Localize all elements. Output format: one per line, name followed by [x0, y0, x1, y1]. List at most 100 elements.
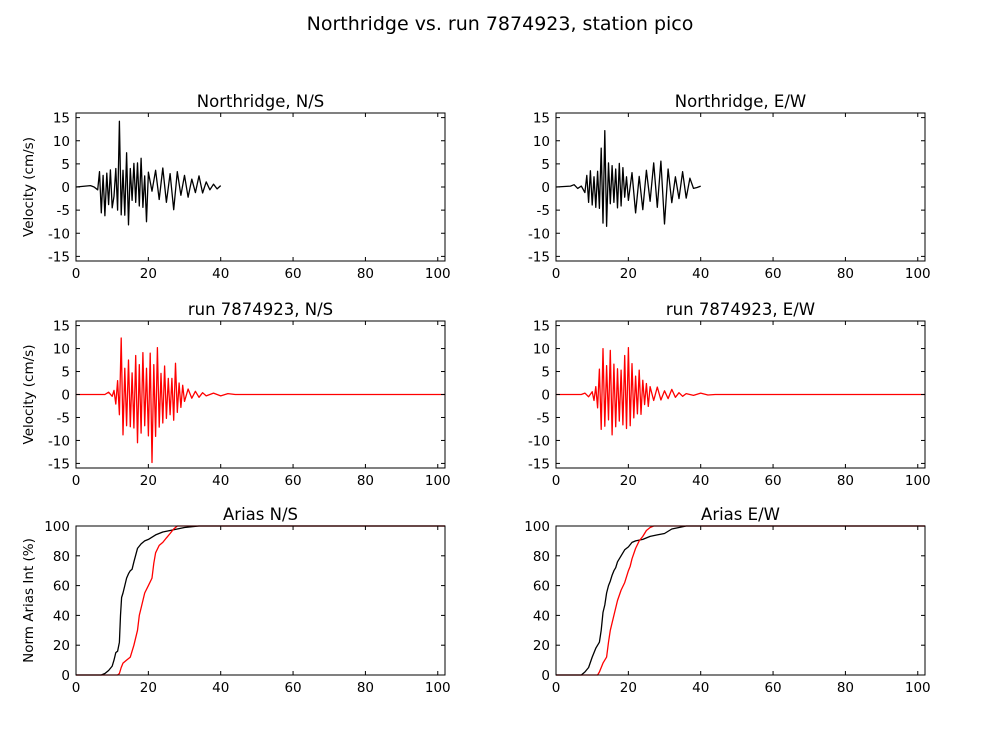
- x-tick-label: 0: [72, 266, 81, 282]
- y-tick-label: 40: [53, 608, 70, 624]
- y-tick-label: 15: [533, 111, 550, 127]
- x-tick-label: 20: [140, 473, 157, 489]
- x-tick-label: 40: [212, 473, 229, 489]
- y-tick-label: 20: [533, 638, 550, 654]
- y-tick-label: 60: [533, 579, 550, 595]
- subplot-4: 0 20 40 60 80 100 15 10 5 0 -5 -10 -15 run 7874923, E…: [528, 300, 931, 489]
- y-tick-label: 10: [533, 134, 550, 150]
- x-tick-label: 80: [357, 266, 374, 282]
- y-tick-label: 60: [53, 579, 70, 595]
- y-tick-label: -5: [57, 203, 70, 219]
- series-line-1: [556, 525, 925, 676]
- x-tick-label: 20: [140, 266, 157, 282]
- x-tick-label: 0: [552, 680, 561, 696]
- y-tick-label: -5: [57, 410, 70, 426]
- y-tick-label: 5: [61, 365, 70, 381]
- y-tick-label: 100: [524, 519, 550, 535]
- series-line-1: [556, 346, 925, 436]
- y-tick-label: 80: [53, 549, 70, 565]
- y-tick-label: -5: [537, 203, 550, 219]
- y-tick-label: -15: [48, 249, 70, 265]
- x-tick-label: 20: [620, 680, 637, 696]
- x-tick-label: 0: [552, 473, 561, 489]
- y-tick-label: 10: [53, 134, 70, 150]
- x-tick-label: 60: [284, 266, 301, 282]
- subplot-title: Arias E/W: [701, 505, 780, 524]
- x-tick-label: 80: [837, 266, 854, 282]
- y-tick-label: 15: [53, 111, 70, 127]
- x-tick-label: 0: [72, 680, 81, 696]
- x-tick-label: 40: [212, 680, 229, 696]
- series-line-1: [76, 525, 445, 676]
- y-axis-label: Velocity (cm/s): [21, 345, 37, 445]
- x-tick-label: 0: [552, 266, 561, 282]
- x-tick-label: 100: [425, 473, 451, 489]
- subplot-5: 0 20 40 60 80 100 100 80 60 40 20 0 Arias N/S Norm Ar…: [21, 505, 451, 696]
- y-tick-label: 5: [541, 157, 550, 173]
- x-tick-label: 40: [692, 266, 709, 282]
- subplot-3: 0 20 40 60 80 100 15 10 5 0 -5 -10 -15 run 7874923, N…: [21, 300, 451, 489]
- subplot-title: Northridge, E/W: [675, 92, 806, 111]
- subplot-1: 0 20 40 60 80 100 15 10 5 0 -5 -10 -15 Northridge, N/…: [21, 92, 451, 282]
- x-tick-label: 40: [212, 266, 229, 282]
- x-tick-label: 20: [620, 473, 637, 489]
- y-tick-label: -15: [528, 456, 550, 472]
- y-tick-label: 15: [53, 319, 70, 335]
- y-tick-label: -10: [528, 226, 550, 242]
- y-tick-label: 40: [533, 608, 550, 624]
- y-tick-label: 10: [533, 342, 550, 358]
- x-tick-label: 40: [692, 473, 709, 489]
- subplot-title: Northridge, N/S: [197, 92, 324, 111]
- y-tick-label: 20: [53, 638, 70, 654]
- y-tick-label: 0: [541, 388, 550, 404]
- x-tick-label: 100: [425, 266, 451, 282]
- series-line-1: [75, 120, 222, 226]
- x-tick-label: 60: [284, 473, 301, 489]
- y-tick-label: 0: [61, 388, 70, 404]
- y-tick-label: -15: [528, 249, 550, 265]
- series-line-1: [555, 129, 701, 227]
- axes-frame: [555, 525, 926, 676]
- subplot-title: run 7874923, N/S: [188, 300, 333, 319]
- y-axis-label: Norm Arias Int (%): [21, 538, 37, 663]
- y-tick-label: 0: [541, 180, 550, 196]
- x-tick-label: 40: [692, 680, 709, 696]
- y-tick-label: 80: [533, 549, 550, 565]
- x-tick-label: 80: [837, 473, 854, 489]
- y-tick-label: 5: [61, 157, 70, 173]
- y-tick-label: 100: [44, 519, 70, 535]
- x-tick-label: 60: [764, 473, 781, 489]
- y-tick-label: 5: [541, 365, 550, 381]
- y-tick-label: 0: [61, 180, 70, 196]
- x-tick-label: 100: [425, 680, 451, 696]
- subplot-6: 0 20 40 60 80 100 100 80 60 40 20 0 Arias E/W: [524, 505, 930, 696]
- y-tick-label: -15: [48, 456, 70, 472]
- subplot-2: 0 20 40 60 80 100 15 10 5 0 -5 -10 -15 Northridge, E/…: [528, 92, 931, 282]
- x-tick-label: 80: [357, 680, 374, 696]
- subplot-title: Arias N/S: [223, 505, 298, 524]
- x-tick-label: 20: [620, 266, 637, 282]
- x-tick-label: 80: [837, 680, 854, 696]
- y-tick-label: 0: [61, 668, 70, 684]
- y-tick-label: 15: [533, 319, 550, 335]
- subplot-title: run 7874923, E/W: [666, 300, 815, 319]
- figure-title: Northridge vs. run 7874923, station pico: [307, 13, 694, 35]
- y-tick-label: -10: [48, 226, 70, 242]
- y-tick-label: -10: [48, 433, 70, 449]
- axes-frame: [75, 525, 446, 676]
- x-tick-label: 20: [140, 680, 157, 696]
- x-tick-label: 60: [764, 266, 781, 282]
- y-tick-label: 10: [53, 342, 70, 358]
- x-tick-label: 80: [357, 473, 374, 489]
- x-tick-label: 100: [905, 680, 931, 696]
- x-tick-label: 60: [284, 680, 301, 696]
- x-tick-label: 60: [764, 680, 781, 696]
- y-axis-label: Velocity (cm/s): [21, 137, 37, 237]
- x-tick-label: 0: [72, 473, 81, 489]
- x-tick-label: 100: [905, 266, 931, 282]
- y-tick-label: 0: [541, 668, 550, 684]
- x-tick-label: 100: [905, 473, 931, 489]
